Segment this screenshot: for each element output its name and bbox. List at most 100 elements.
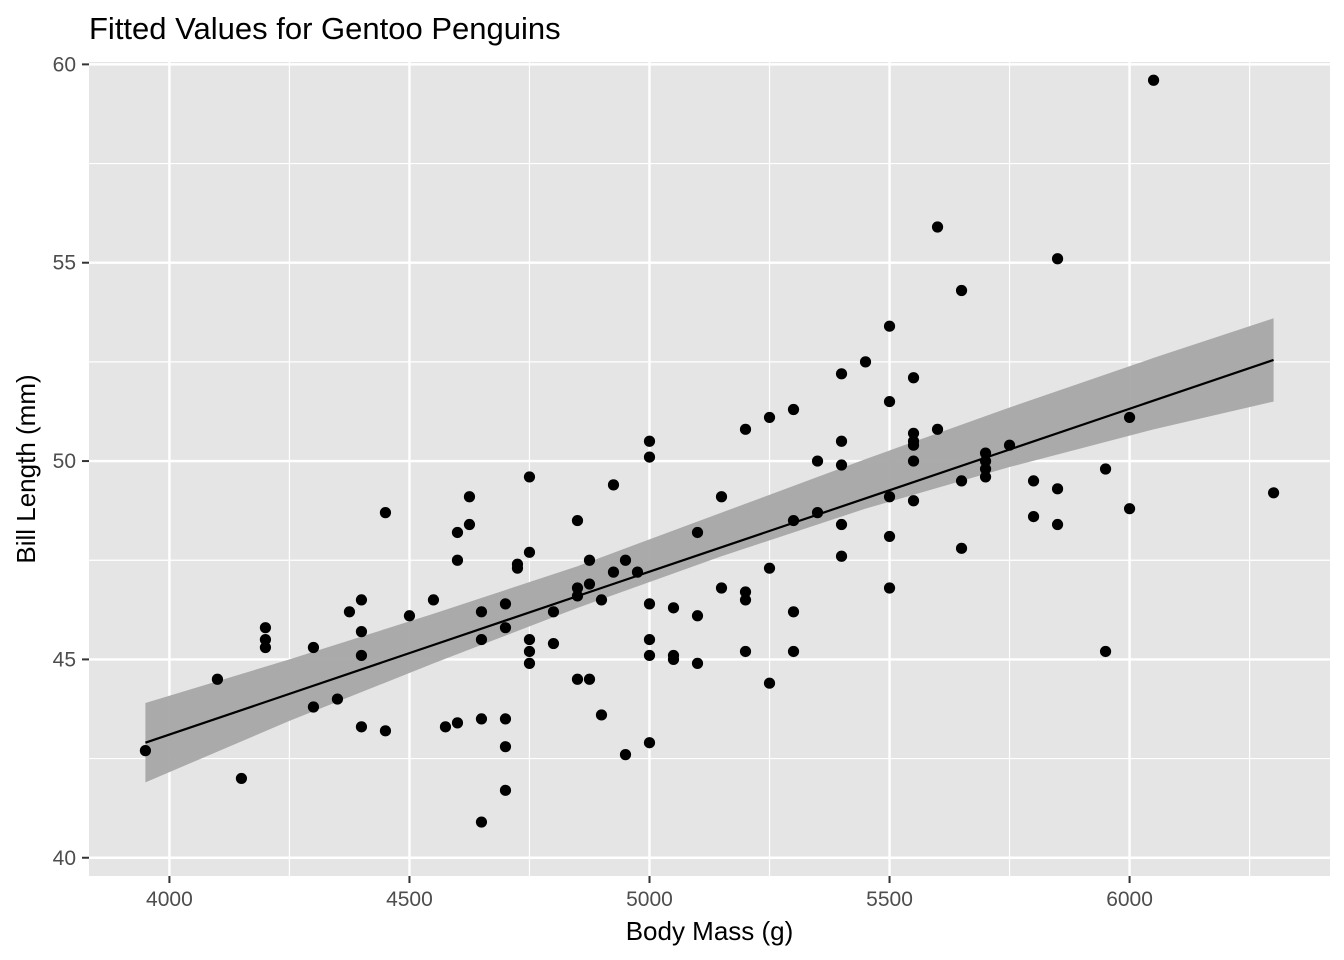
data-point: [1003, 439, 1016, 451]
data-point: [139, 745, 152, 757]
data-point: [1027, 475, 1040, 487]
data-point: [451, 554, 464, 566]
data-point: [523, 645, 536, 658]
data-point: [379, 725, 392, 737]
y-tick-label: 50: [53, 450, 76, 473]
data-point: [439, 721, 452, 733]
x-tick-label: 5500: [866, 888, 913, 911]
data-point: [691, 657, 704, 669]
data-point: [595, 709, 608, 721]
data-point: [835, 368, 848, 380]
data-point: [259, 641, 272, 654]
data-point: [523, 546, 536, 558]
chart-title: Fitted Values for Gentoo Penguins: [89, 11, 561, 46]
data-point: [427, 594, 440, 606]
data-point: [907, 455, 920, 467]
data-point: [643, 737, 656, 749]
data-point: [355, 626, 368, 638]
x-axis: 4000 4500 5000 5500 6000: [146, 876, 1153, 911]
data-point: [739, 594, 752, 606]
y-tick-label: 55: [53, 252, 76, 275]
data-point: [343, 606, 356, 618]
data-point: [787, 645, 800, 658]
data-point: [787, 403, 800, 416]
data-point: [499, 713, 512, 725]
data-point: [511, 562, 524, 574]
data-point: [691, 610, 704, 622]
data-point: [787, 606, 800, 618]
data-point: [307, 701, 320, 713]
data-point: [571, 590, 584, 602]
data-point: [475, 816, 488, 828]
data-points: [139, 74, 1280, 828]
data-point: [1267, 487, 1280, 499]
data-point: [379, 507, 392, 519]
data-point: [571, 514, 584, 527]
data-point: [1123, 503, 1136, 515]
data-point: [931, 221, 944, 233]
data-point: [355, 594, 368, 606]
data-point: [1147, 74, 1160, 86]
data-point: [835, 518, 848, 531]
x-tick-label: 4000: [146, 888, 193, 911]
data-point: [643, 598, 656, 610]
data-point: [583, 554, 596, 566]
data-point: [979, 471, 992, 483]
data-point: [643, 649, 656, 662]
data-point: [607, 479, 620, 491]
plot-panel: [89, 62, 1330, 876]
data-point: [523, 471, 536, 483]
fit-line: [145, 358, 1274, 744]
data-point: [883, 530, 896, 543]
data-point: [763, 562, 776, 574]
data-point: [811, 507, 824, 519]
data-point: [787, 514, 800, 527]
x-axis-title: Body Mass (g): [626, 916, 794, 946]
data-point: [607, 566, 620, 578]
data-point: [571, 582, 584, 594]
data-point: [883, 320, 896, 332]
data-point: [715, 491, 728, 503]
data-point: [451, 717, 464, 729]
data-point: [331, 693, 344, 705]
data-point: [403, 610, 416, 622]
data-point: [355, 649, 368, 662]
data-point: [475, 606, 488, 618]
data-point: [499, 622, 512, 634]
data-point: [907, 372, 920, 384]
data-point: [739, 645, 752, 658]
data-point: [739, 586, 752, 598]
data-point: [1027, 511, 1040, 523]
data-point: [931, 423, 944, 435]
data-point: [763, 411, 776, 424]
data-point: [211, 673, 224, 685]
data-point: [451, 526, 464, 539]
data-point: [979, 455, 992, 467]
data-point: [835, 459, 848, 471]
data-point: [1051, 253, 1064, 265]
data-point: [523, 633, 536, 646]
data-point: [811, 455, 824, 467]
data-point: [955, 475, 968, 487]
data-point: [907, 427, 920, 439]
data-point: [1051, 483, 1064, 495]
y-tick-label: 60: [53, 53, 76, 76]
data-point: [979, 463, 992, 475]
data-point: [1099, 645, 1112, 658]
fit-line-layer: [145, 358, 1274, 744]
data-point: [547, 606, 560, 618]
data-point: [835, 550, 848, 562]
data-point: [499, 741, 512, 753]
data-point: [583, 578, 596, 590]
data-point: [763, 677, 776, 689]
data-point: [907, 495, 920, 507]
data-point: [259, 633, 272, 646]
data-point: [307, 641, 320, 654]
data-point: [475, 633, 488, 646]
data-point: [1123, 411, 1136, 424]
data-point: [475, 713, 488, 725]
data-point: [259, 622, 272, 634]
data-point: [883, 582, 896, 594]
data-point: [883, 395, 896, 408]
